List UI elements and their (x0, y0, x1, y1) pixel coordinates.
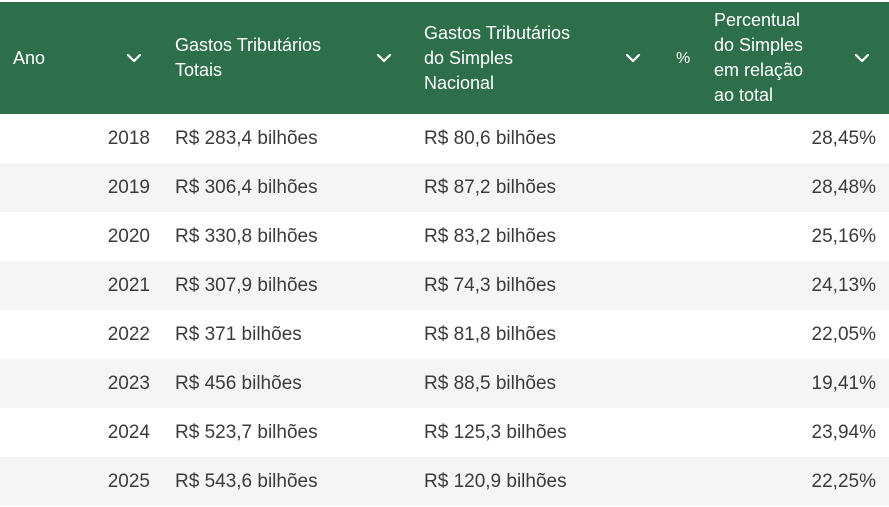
cell-gastos-simples: R$ 83,2 bilhões (424, 226, 557, 247)
table-row: 2023 R$ 456 bilhões R$ 88,5 bilhões 19,4… (0, 359, 889, 408)
cell-gastos-simples: R$ 80,6 bilhões (424, 128, 557, 149)
table-row: 2022 R$ 371 bilhões R$ 81,8 bilhões 22,0… (0, 310, 889, 359)
table-row: 2019 R$ 306,4 bilhões R$ 87,2 bilhões 28… (0, 163, 889, 212)
cell-percentual: 19,41% (811, 373, 876, 394)
cell-percentual: 23,94% (811, 422, 876, 443)
header-line: em relação (714, 60, 804, 80)
percent-symbol: % (676, 49, 691, 67)
chevron-down-icon[interactable] (125, 49, 143, 67)
cell-gastos-simples: R$ 74,3 bilhões (424, 275, 557, 296)
cell-gastos-simples: R$ 87,2 bilhões (424, 177, 557, 198)
cell-gastos-simples: R$ 88,5 bilhões (424, 373, 557, 394)
column-header-label: Ano (13, 47, 46, 68)
header-line: ao total (714, 85, 774, 105)
cell-gastos-simples: R$ 125,3 bilhões (424, 422, 567, 443)
cell-ano: 2024 (107, 422, 150, 443)
chevron-down-icon[interactable] (853, 49, 871, 67)
cell-gastos-totais: R$ 283,4 bilhões (175, 128, 318, 149)
cell-gastos-simples: R$ 120,9 bilhões (424, 471, 567, 492)
cell-gastos-totais: R$ 543,6 bilhões (175, 471, 318, 492)
cell-percentual: 28,45% (811, 128, 876, 149)
header-line: Totais (175, 60, 223, 80)
cell-ano: 2023 (107, 373, 150, 394)
table-row: 2025 R$ 543,6 bilhões R$ 120,9 bilhões 2… (0, 457, 889, 506)
cell-percentual: 25,16% (811, 226, 876, 247)
table-row: 2021 R$ 307,9 bilhões R$ 74,3 bilhões 24… (0, 261, 889, 310)
cell-percentual: 22,25% (811, 471, 876, 492)
cell-gastos-totais: R$ 456 bilhões (175, 373, 302, 394)
column-header-label: Gastos Tributários do Simples Nacional (424, 21, 570, 96)
table-row: 2024 R$ 523,7 bilhões R$ 125,3 bilhões 2… (0, 408, 889, 457)
table-header: Ano Gastos Tributários Totais Gastos Tri… (0, 2, 889, 114)
header-line: Gastos Tributários (175, 35, 322, 55)
table-body: 2018 R$ 283,4 bilhões R$ 80,6 bilhões 28… (0, 114, 889, 506)
cell-ano: 2020 (107, 226, 150, 247)
chevron-down-icon[interactable] (624, 49, 642, 67)
cell-gastos-totais: R$ 371 bilhões (175, 324, 302, 345)
column-header-percentual[interactable]: Percentual do Simples em relação ao tota… (700, 2, 889, 114)
header-line: do Simples (714, 35, 804, 55)
cell-ano: 2019 (107, 177, 150, 198)
header-line: Percentual (714, 10, 801, 30)
column-header-gastos-totais[interactable]: Gastos Tributários Totais (160, 2, 410, 114)
column-header-ano[interactable]: Ano (0, 2, 160, 114)
cell-gastos-totais: R$ 330,8 bilhões (175, 226, 318, 247)
column-header-label: Gastos Tributários Totais (175, 33, 321, 83)
column-header-label: Percentual do Simples em relação ao tota… (714, 8, 803, 108)
cell-ano: 2021 (107, 275, 150, 296)
cell-gastos-totais: R$ 306,4 bilhões (175, 177, 318, 198)
cell-percentual: 28,48% (811, 177, 876, 198)
cell-gastos-totais: R$ 307,9 bilhões (175, 275, 318, 296)
table-row: 2020 R$ 330,8 bilhões R$ 83,2 bilhões 25… (0, 212, 889, 261)
cell-gastos-totais: R$ 523,7 bilhões (175, 422, 318, 443)
column-header-gastos-simples[interactable]: Gastos Tributários do Simples Nacional (410, 2, 660, 114)
header-line: Gastos Tributários (424, 22, 571, 43)
cell-percentual: 22,05% (811, 324, 876, 345)
header-line: do Simples (424, 47, 514, 68)
cell-percentual: 24,13% (811, 275, 876, 296)
cell-ano: 2025 (107, 471, 150, 492)
column-header-percent-symbol[interactable]: % (660, 2, 700, 114)
cell-gastos-simples: R$ 81,8 bilhões (424, 324, 557, 345)
chevron-down-icon[interactable] (375, 49, 393, 67)
cell-ano: 2022 (107, 324, 150, 345)
header-line: Nacional (424, 72, 495, 93)
cell-ano: 2018 (107, 128, 150, 149)
table-row: 2018 R$ 283,4 bilhões R$ 80,6 bilhões 28… (0, 114, 889, 163)
